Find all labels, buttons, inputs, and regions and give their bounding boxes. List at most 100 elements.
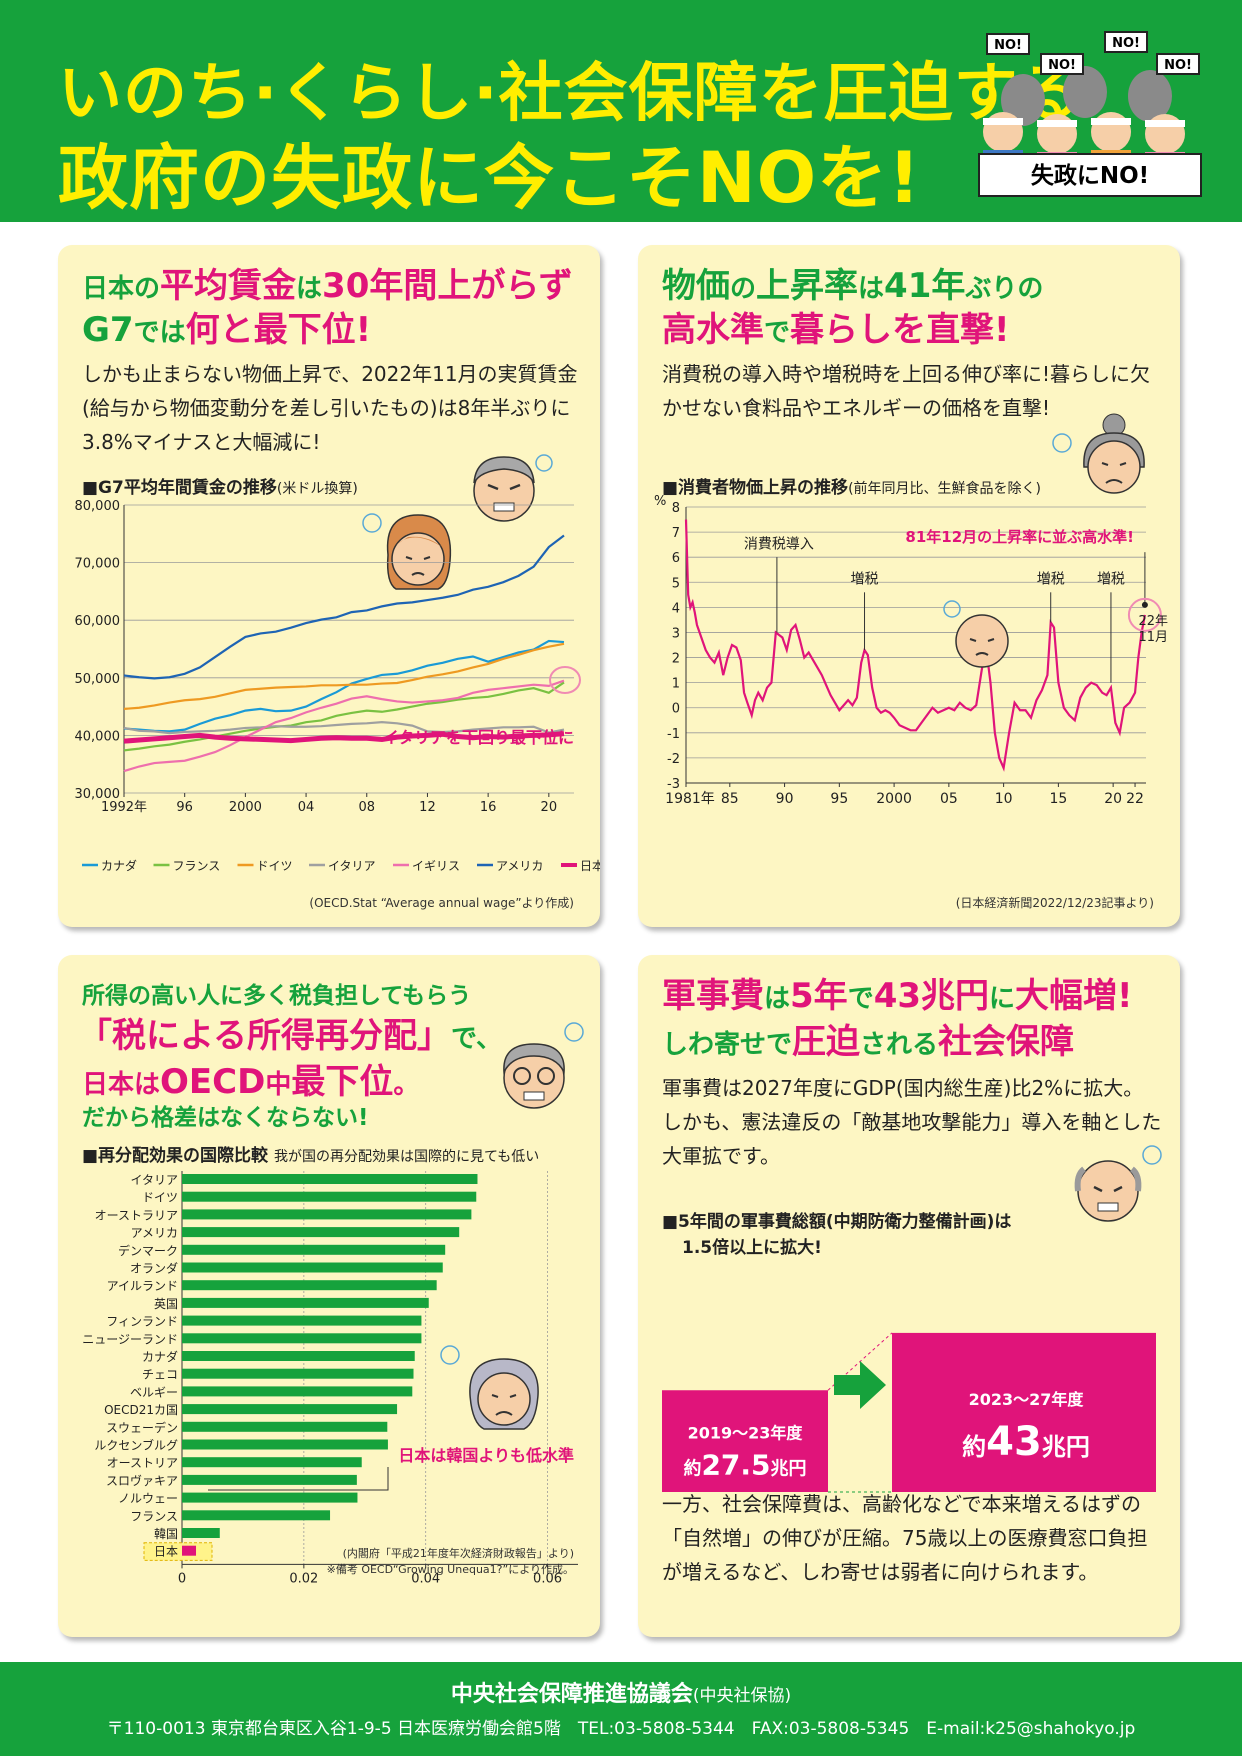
no-sign-2: NO!	[1040, 53, 1084, 75]
redist-bar	[182, 1492, 358, 1503]
redist-category-label: イタリア	[130, 1173, 178, 1187]
military-chart-title-line2: 1.5倍以上に拡大!	[682, 1238, 822, 1258]
redist-source2: ※備考 OECD“Growing Unequa1?”により作成。	[327, 1563, 574, 1576]
redist-category-label: スロヴァキア	[106, 1473, 178, 1488]
redist-category-label: オーストリア	[107, 1456, 178, 1470]
cpi-y-tick-label: 1	[672, 677, 680, 692]
wages-x-tick-label: 20	[541, 800, 558, 815]
headline-line1: いのち·くらし·社会保障を圧迫する	[58, 57, 1084, 131]
redist-bar	[182, 1386, 413, 1397]
panel-wages: 日本の平均賃金は30年間上がらず G7では何と最下位! しかも止まらない物価上昇…	[58, 245, 600, 927]
cpi-y-tick-label: -3	[667, 777, 680, 792]
redist-category-label: フィンランド	[106, 1315, 178, 1329]
social-security-body-text: 一方、社会保障費は、高齢化などで本来増えるはずの「自然増」の伸びが圧縮。75歳以…	[662, 1492, 1148, 1584]
redist-bar	[182, 1457, 362, 1468]
cpi-x-tick-label: 85	[721, 791, 739, 807]
redist-bar	[182, 1474, 357, 1485]
redist-category-label: オランダ	[130, 1261, 178, 1276]
footer: 中央社会保障推進協議会(中央社保協) 〒110-0013 東京都台東区入谷1-9…	[0, 1662, 1242, 1756]
redist-category-label: カナダ	[142, 1349, 178, 1364]
redist-category-label: 韓国	[154, 1527, 178, 1541]
military-title-line1: 軍事費は5年で43兆円に大幅増!	[662, 976, 1133, 1016]
redist-bar	[182, 1262, 443, 1273]
worried-woman-face-icon	[362, 513, 452, 590]
wages-x-tick-label: 2000	[229, 800, 262, 815]
no-sign-4: NO!	[1156, 53, 1200, 75]
cpi-highlight-annotation: 81年12月の上昇率に並ぶ高水準!	[905, 528, 1134, 546]
redist-category-label: 英国	[154, 1297, 178, 1311]
redist-bar	[182, 1315, 422, 1326]
military-label-2023-27: 2023～27年度	[969, 1390, 1085, 1409]
cpi-latest-highlight	[1127, 597, 1162, 632]
wages-legend-label: フランス	[173, 859, 221, 873]
redist-bar	[182, 1368, 414, 1379]
wages-y-tick-label: 50,000	[75, 672, 121, 687]
wages-series-line	[123, 679, 565, 773]
cpi-y-tick-label: 4	[672, 601, 680, 616]
japan-endpoint-highlight	[549, 666, 581, 694]
military-chart-title-line1: ■5年間の軍事費総額(中期防衛力整備計画)は	[662, 1212, 1012, 1232]
panel-prices: 物価の上昇率は41年ぶりの 高水準で暮らしを直撃! 消費税の導入時や増税時を上回…	[638, 245, 1180, 927]
cpi-latest-label-month: 11月	[1138, 630, 1168, 645]
military-bar-2019-23	[662, 1390, 828, 1492]
wages-series-line	[123, 681, 565, 752]
wages-x-tick-label: 1992年	[101, 800, 147, 815]
svg-text:NO!: NO!	[1048, 58, 1076, 73]
glasses-man-face-icon	[503, 1022, 584, 1109]
headline-line2: 政府の失政に今こそNOを!	[58, 137, 922, 219]
prices-title-line1: 物価の上昇率は41年ぶりの	[662, 266, 1044, 306]
growth-arrow-icon	[834, 1361, 886, 1409]
cpi-y-tick-label: 5	[672, 576, 680, 591]
wages-series-line	[123, 642, 565, 711]
wages-series-line	[123, 639, 565, 733]
angry-man-face-icon	[473, 454, 553, 522]
cpi-y-tick-label: 2	[672, 652, 680, 667]
redist-bar	[182, 1174, 478, 1184]
cpi-x-tick-label: 95	[830, 791, 848, 807]
no-sign-1: NO!	[986, 33, 1030, 55]
header-banner: いのち·くらし·社会保障を圧迫する 政府の失政に今こそNOを! NO! NO! …	[0, 0, 1242, 222]
wages-x-tick-label: 04	[298, 800, 315, 815]
cpi-axis-unit: %	[654, 495, 666, 509]
cpi-x-tick-label: 1981年	[665, 791, 715, 807]
redist-bar	[182, 1227, 460, 1238]
wages-legend-label: ドイツ	[257, 859, 293, 873]
redist-category-label: ベルギー	[130, 1385, 178, 1399]
redist-category-label: アイルランド	[107, 1279, 178, 1293]
wages-legend-label: カナダ	[101, 858, 137, 873]
redist-bar	[182, 1421, 388, 1432]
svg-text:NO!: NO!	[1164, 58, 1192, 73]
cpi-annotation-label: 増税	[1037, 572, 1065, 588]
redist-bar	[182, 1333, 422, 1344]
redist-category-label: オーストラリア	[95, 1208, 178, 1222]
wages-series-line	[123, 721, 565, 735]
redist-category-label: デンマーク	[118, 1243, 178, 1258]
wages-title-line1: 日本の平均賃金は30年間上がらず	[82, 266, 573, 306]
redistribution-bar-chart: イタリアドイツオーストラリアアメリカデンマークオランダアイルランド英国フィンラン…	[82, 1171, 578, 1586]
redist-title-line1: 所得の高い人に多く税負担してもらう	[82, 983, 472, 1009]
cpi-y-tick-label: 7	[672, 526, 680, 541]
cpi-x-tick-label: 15	[1049, 791, 1067, 807]
redist-category-label: OECD21カ国	[104, 1403, 178, 1417]
military-body-text: 軍事費は2027年度にGDP(国内総生産)比2%に拡大。しかも、憲法違反の「敵基…	[662, 1076, 1162, 1168]
redist-bar	[182, 1280, 437, 1291]
redist-category-label: フランス	[130, 1509, 178, 1523]
military-title-line2: しわ寄せで圧迫される社会保障	[662, 1022, 1075, 1062]
svg-text:失政にNO!: 失政にNO!	[1031, 163, 1149, 189]
cpi-source: (日本経済新聞2022/12/23記事より)	[956, 895, 1154, 910]
svg-text:NO!: NO!	[994, 38, 1022, 53]
wages-body-text: しかも止まらない物価上昇で、2022年11月の実質賃金(給与から物価変動分を差し…	[82, 362, 578, 454]
cpi-series-line	[684, 519, 1146, 772]
redist-annotation: 日本は韓国よりも低水準	[398, 1446, 574, 1465]
redist-bar	[182, 1439, 388, 1450]
protest-banner: 失政にNO!	[978, 153, 1202, 197]
wages-y-tick-label: 30,000	[75, 787, 121, 802]
cpi-x-tick-label: 20	[1104, 791, 1122, 807]
cpi-y-tick-label: 0	[672, 702, 680, 717]
military-value-2023-27: 約43兆円	[962, 1419, 1090, 1465]
wages-x-tick-label: 16	[480, 800, 497, 815]
redist-x-tick-label: 0.06	[533, 1571, 562, 1586]
no-sign-3: NO!	[1104, 31, 1148, 53]
redist-annotation-leader	[208, 1467, 389, 1491]
